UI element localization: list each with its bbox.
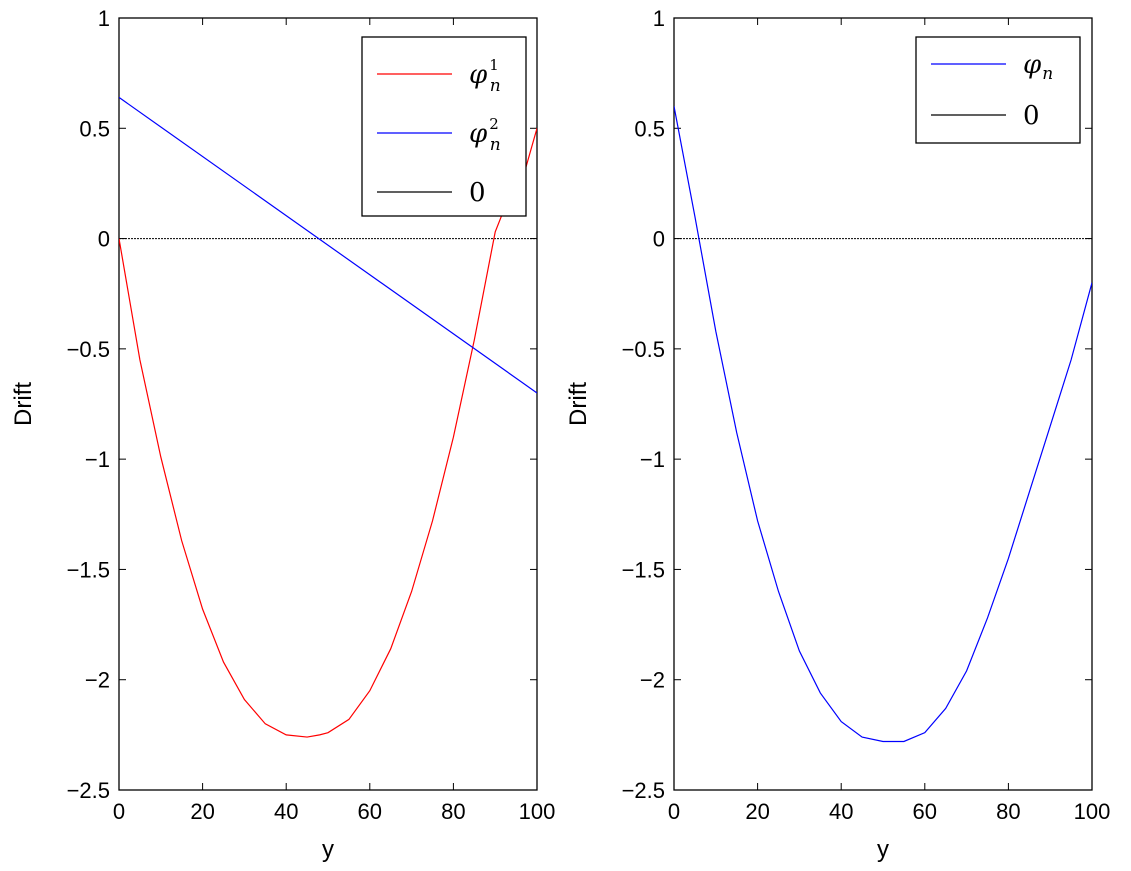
x-tick-label: 0 [668, 799, 680, 824]
y-tick-label: 1 [98, 6, 110, 31]
legend-label-base: φ [469, 119, 488, 149]
y-tick-label: −0.5 [622, 337, 665, 362]
x-tick-label: 80 [996, 799, 1020, 824]
y-tick-label: −2.5 [622, 778, 665, 803]
y-tick-label: 0 [653, 227, 665, 252]
y-tick-label: −2 [85, 668, 110, 693]
chart-panel-2: 0 20 40 60 80 100 1 0.5 0 −0.5 −1 −1.5 −2 −2.5 y Drift φ… [565, 6, 1110, 863]
series-line-1 [119, 128, 537, 738]
legend-label-sup: 1 [489, 56, 499, 74]
x-axis-label: y [877, 836, 889, 863]
y-axis-label: Drift [10, 382, 37, 426]
legend-label-sub: n [490, 135, 501, 155]
legend-label-base: φ [469, 60, 488, 90]
chart-panel-1: 0 20 40 60 80 10010.50−0.5−1−1.5−2−2.5yDriftφ… [10, 6, 555, 863]
y-axis-label: Drift [565, 382, 592, 426]
x-tick-label: 100 [519, 799, 556, 824]
legend-label-base: 0 [469, 178, 486, 208]
y-tick-label: 0 [98, 227, 110, 252]
y-tick-label: −2 [640, 668, 665, 693]
y-tick-label: 0.5 [634, 116, 665, 141]
x-tick-label: 60 [358, 799, 382, 824]
legend: φn0 [915, 36, 1081, 144]
x-tick-label: 40 [829, 799, 853, 824]
legend-label-base: 0 [1023, 101, 1040, 131]
y-tick-label: −1.5 [622, 557, 665, 582]
legend-label-sub: n [1042, 64, 1053, 84]
x-axis-label: y [322, 836, 334, 863]
y-tick-label: 1 [653, 6, 665, 31]
legend-label-base: φ [1023, 50, 1042, 80]
y-tick-label: −2.5 [67, 778, 110, 803]
legend-label-sup: 2 [489, 115, 499, 133]
legend-label: 0 [1023, 101, 1040, 131]
x-tick-label: 60 [913, 799, 937, 824]
legend-label-sub: n [490, 76, 501, 96]
x-tick-label: 100 [1074, 799, 1111, 824]
x-tick-label: 20 [745, 799, 769, 824]
legend-box [361, 36, 527, 217]
legend-box [915, 36, 1081, 144]
y-tick-label: −1 [640, 447, 665, 472]
y-tick-label: −0.5 [67, 337, 110, 362]
legend-label: φn [1023, 50, 1053, 84]
x-tick-label: 0 [113, 799, 125, 824]
x-tick-label: 20 [190, 799, 214, 824]
x-tick-label: 40 [274, 799, 298, 824]
legend-label: 0 [469, 178, 486, 208]
x-tick-label: 80 [441, 799, 465, 824]
series-line-1 [674, 106, 1092, 743]
y-tick-label: 0.5 [79, 116, 110, 141]
series-line-2 [119, 96, 537, 394]
y-tick-label: −1.5 [67, 557, 110, 582]
y-tick-label: −1 [85, 447, 110, 472]
plot-area [673, 17, 1093, 791]
legend: φ 1 nφ 2 n0 [361, 36, 527, 217]
